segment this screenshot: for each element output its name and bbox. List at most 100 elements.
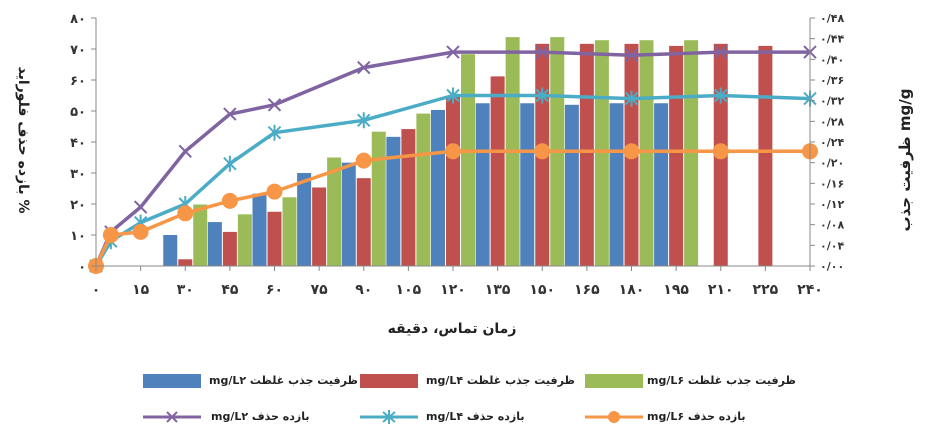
line-point xyxy=(712,143,729,160)
legend-label-bar-2: ظرفیت جذب غلظت mg/L۲ xyxy=(209,374,358,387)
bar-2-mgl xyxy=(520,103,535,266)
x-tick-label: ۱۲۰ xyxy=(440,282,466,298)
line-point xyxy=(623,143,640,160)
y-right-tick-label: ۰/۰۰ xyxy=(820,260,844,273)
y-left-tick-label: ۲۰ xyxy=(70,198,86,213)
line-point xyxy=(133,200,148,214)
y-right-tick-label: ۰/۲۴ xyxy=(820,136,844,149)
line-point xyxy=(446,45,460,59)
line-point xyxy=(535,45,549,59)
legend-item-line-4: بازده حذف mg/L۴ xyxy=(360,410,575,424)
x-axis-title: زمان تماس، دقیقه xyxy=(388,321,517,337)
bar-2-mgl xyxy=(564,104,579,266)
bar-6-mgl xyxy=(416,113,431,266)
line-point xyxy=(177,205,194,222)
y-right-tick-label: ۰/۳۶ xyxy=(820,74,844,87)
bar-2-mgl xyxy=(297,173,312,266)
x-tick-label: ۱۵۰ xyxy=(529,282,555,298)
legend-swatch-line-6 xyxy=(585,411,643,423)
line-point xyxy=(266,183,283,200)
legend-item-bar-4: ظرفیت جذب غلظت mg/L۴ xyxy=(360,374,575,388)
y-right-tick-label: ۰/۲۸ xyxy=(820,115,844,128)
line-point xyxy=(267,124,282,141)
y-left-tick-label: ۴۰ xyxy=(70,136,86,151)
x-tick-label: ۱۹۵ xyxy=(663,282,689,298)
y-right-tick-label: ۰/۲۰ xyxy=(820,157,844,170)
legend-swatch-line-4 xyxy=(360,410,418,424)
bar-6-mgl xyxy=(461,54,475,266)
y-right-tick-label: ۰/۰۸ xyxy=(820,219,844,232)
legend-swatch-bar-4 xyxy=(360,374,418,388)
legend-item-bar-6: ظرفیت جذب غلظت mg/L۶ xyxy=(585,374,800,388)
bar-2-mgl xyxy=(163,235,178,266)
line-point xyxy=(223,155,237,172)
legend-item-bar-2: ظرفیت جذب غلظت mg/L۲ xyxy=(135,374,358,388)
bar-6-mgl xyxy=(193,204,208,266)
x-tick-label: ۱۸۰ xyxy=(619,282,645,298)
bar-4-mgl xyxy=(579,43,594,267)
x-tick-label: ۲۲۵ xyxy=(753,282,779,298)
bar-4-mgl xyxy=(446,95,460,266)
line-point xyxy=(535,87,549,104)
x-tick-label: ۶۰ xyxy=(266,282,283,298)
y-right-tick-label: ۰/۱۲ xyxy=(820,198,844,211)
line-point xyxy=(357,60,371,75)
bar-2-mgl xyxy=(386,136,401,266)
y-right-tick-label: ۰/۴۸ xyxy=(820,12,844,25)
line-point xyxy=(624,90,639,107)
axes: ۰ ۱۵ ۳۰ ۴۵ ۶۰ ۷۵ ۹۰ ۱۰۵ ۱۲۰ ۱۳۵ ۱۵۰ ۱۶۵ ۱۸۰ ۱۹۵ ۲۱۰ ۲۲۵… xyxy=(70,12,844,298)
bar-6-mgl xyxy=(327,157,342,266)
line-point xyxy=(267,98,282,112)
x-tick-label: ۱۳۵ xyxy=(485,282,511,298)
x-tick-label: ۲۱۰ xyxy=(708,282,734,298)
x-tick-label: ۱۶۵ xyxy=(574,282,600,298)
legend-swatch-bar-2 xyxy=(143,374,201,388)
y-left-axis-title: بازده حذف فلوراید % xyxy=(15,67,31,214)
y-left-tick-label: ۳۰ xyxy=(70,167,86,182)
legend-label-line-2: بازده حذف mg/L۲ xyxy=(211,410,310,423)
x-tick-label: ۱۰۵ xyxy=(396,282,422,298)
x-tick-label: ۴۵ xyxy=(221,282,239,298)
x-tick-label: ۳۰ xyxy=(177,282,194,298)
bar-4-mgl xyxy=(312,187,327,266)
bar-2-mgl xyxy=(431,109,445,266)
x-tick-label: ۷۵ xyxy=(311,282,329,298)
bar-4-mgl xyxy=(669,45,684,267)
legend-label-line-4: بازده حذف mg/L۴ xyxy=(426,410,525,423)
legend-item-line-2: بازده حذف mg/L۲ xyxy=(135,410,350,424)
bar-4-mgl xyxy=(356,178,371,266)
y-left-tick-label: ۱۰ xyxy=(70,229,86,244)
y-left-tick-label: ۵۰ xyxy=(70,105,86,120)
legend-label-line-6: بازده حذف mg/L۶ xyxy=(647,410,746,423)
x-tick-label: ۰ xyxy=(92,282,101,298)
bar-4-mgl xyxy=(178,259,193,266)
line-point xyxy=(355,152,372,169)
bar-4-mgl xyxy=(267,211,282,266)
line-point xyxy=(178,144,192,159)
y-right-tick-label: ۰/۱۶ xyxy=(820,177,844,190)
x-tick-label: ۲۴۰ xyxy=(797,282,823,298)
bar-2-mgl xyxy=(609,103,624,266)
bar-2-mgl xyxy=(207,222,222,266)
bar-6-mgl xyxy=(371,131,386,266)
bar-2-mgl xyxy=(252,193,267,266)
line-point xyxy=(714,45,728,59)
line-point xyxy=(357,112,371,129)
x-tick-label: ۱۵ xyxy=(132,282,150,298)
line-point xyxy=(445,143,461,160)
bar-6-mgl xyxy=(282,197,297,266)
y-right-axis-title: ظرفیت جذب mg/g xyxy=(896,89,914,232)
y-left-tick-label: ۷۰ xyxy=(70,43,86,58)
bar-4-mgl xyxy=(222,231,237,266)
y-right-tick-label: ۰/۴۰ xyxy=(820,53,844,66)
bar-4-mgl xyxy=(401,129,416,266)
line-point xyxy=(534,143,551,160)
legend-item-line-6: بازده حذف mg/L۶ xyxy=(585,410,800,424)
line-point xyxy=(446,87,460,104)
bar-2-mgl xyxy=(654,103,669,266)
line-point xyxy=(221,192,238,209)
bar-4-mgl xyxy=(490,76,505,266)
y-right-tick-label: ۰/۳۲ xyxy=(820,95,844,108)
